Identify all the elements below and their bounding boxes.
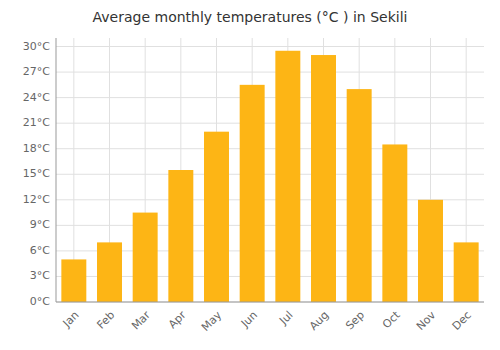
bar	[347, 89, 372, 302]
y-grid-line	[56, 302, 484, 303]
chart-title: Average monthly temperatures (°C ) in Se…	[93, 9, 408, 25]
bar	[133, 213, 158, 302]
bar	[454, 242, 479, 302]
x-tick-label: Jan	[60, 309, 82, 331]
bar	[168, 170, 193, 302]
x-tick-label: Feb	[94, 309, 117, 332]
y-tick-label: 18°C	[23, 142, 50, 155]
y-grid-line	[56, 97, 484, 98]
bar	[275, 51, 300, 302]
grid	[56, 38, 484, 302]
y-tick-label: 6°C	[30, 244, 50, 257]
x-axis-line	[56, 302, 484, 303]
x-tick-label: Aug	[307, 309, 331, 333]
bar	[61, 259, 86, 302]
x-tick-label: Oct	[380, 308, 403, 331]
y-grid-line	[56, 123, 484, 124]
bar	[97, 242, 122, 302]
x-tick-label: Sep	[343, 309, 367, 333]
bar	[382, 144, 407, 302]
bar	[204, 132, 229, 302]
y-grid-line	[56, 174, 484, 175]
y-grid-line	[56, 46, 484, 47]
bar	[311, 55, 336, 302]
y-tick-label: 24°C	[23, 91, 50, 104]
x-tick-label: Jul	[276, 309, 295, 328]
bar	[240, 85, 265, 302]
x-tick-label: Jun	[238, 309, 260, 331]
y-tick-label: 30°C	[23, 40, 50, 53]
y-tick-label: 21°C	[23, 116, 50, 129]
y-tick-label: 3°C	[30, 269, 50, 282]
y-grid-line	[56, 148, 484, 149]
chart-container: 0°C 3°C 6°C 9°C 12°C 15°C 18°C 21°C 24°C 27°C 30°C…	[0, 0, 500, 350]
x-tick-label: May	[199, 308, 225, 334]
x-tick-label: Dec	[450, 309, 474, 333]
y-tick-label: 27°C	[23, 65, 50, 78]
y-tick-label: 0°C	[30, 295, 50, 308]
x-tick-label: Apr	[166, 308, 189, 331]
y-tick-label: 15°C	[23, 167, 50, 180]
y-axis-line	[56, 38, 57, 302]
chart-svg: 0°C 3°C 6°C 9°C 12°C 15°C 18°C 21°C 24°C 27°C 30°C…	[0, 0, 500, 350]
bars	[61, 51, 478, 302]
y-grid-line	[56, 72, 484, 73]
y-tick-label: 12°C	[23, 193, 50, 206]
axes: 0°C 3°C 6°C 9°C 12°C 15°C 18°C 21°C 24°C 27°C 30°C…	[23, 40, 474, 334]
y-tick-label: 9°C	[30, 218, 50, 231]
x-tick-label: Nov	[414, 308, 439, 333]
x-tick-label: Mar	[129, 308, 153, 332]
bar	[418, 200, 443, 302]
